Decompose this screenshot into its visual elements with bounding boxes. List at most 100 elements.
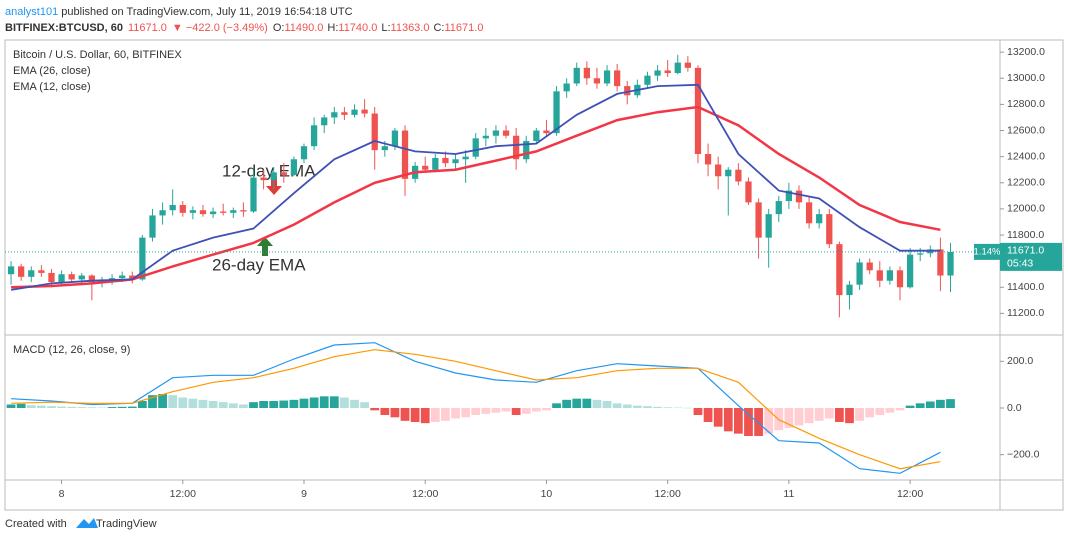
footer-brand[interactable]: TradingView [96, 518, 157, 530]
histogram-bar [319, 396, 329, 408]
histogram-bar [521, 408, 531, 414]
candle-body [381, 146, 388, 151]
histogram-bar [744, 408, 753, 436]
candle-body [422, 165, 429, 170]
candle-body [856, 262, 863, 285]
price-tag-change-box [974, 243, 1000, 260]
indicator-line [10, 83, 941, 291]
histogram-bar [905, 405, 915, 408]
candle-body [220, 211, 227, 213]
ema12-legend: EMA (12, close) [13, 81, 91, 93]
candle-body [78, 275, 85, 280]
histogram-bar [188, 398, 198, 408]
arrow-up [257, 237, 273, 256]
histogram-bar [16, 403, 26, 408]
candle-body [189, 210, 197, 213]
candle-body [735, 169, 742, 182]
candle-body [694, 67, 702, 155]
y-tick-label: 13000.0 [1007, 72, 1045, 84]
candle-body [129, 275, 136, 280]
candle-body [876, 270, 883, 281]
candle-body [38, 270, 45, 273]
histogram-bar [643, 406, 652, 408]
histogram-bar [400, 408, 410, 421]
candle-body [290, 159, 298, 175]
y-tick-label: 12400.0 [1007, 150, 1045, 162]
main-legend: Bitcoin / U.S. Dollar, 60, BITFINEX [13, 49, 182, 61]
ohlc-o: O: [273, 22, 285, 34]
y-tick-label: 12600.0 [1007, 124, 1045, 136]
indicator-line [11, 105, 941, 289]
histogram-bar [137, 401, 147, 408]
histogram-bar [410, 408, 420, 422]
candle-body [341, 112, 348, 115]
candle-body [816, 214, 823, 224]
histogram-bar [329, 396, 339, 408]
candle-body [452, 159, 459, 164]
y-tick-label: 0.0 [1007, 402, 1022, 414]
candle-body [179, 204, 186, 213]
candle-body [553, 91, 560, 134]
candle-body [573, 67, 580, 84]
ohlc-c: C: [433, 22, 444, 34]
histogram-bar [683, 407, 693, 409]
candle-body [654, 70, 661, 76]
histogram-bar [845, 408, 854, 424]
price-tag-price: 11671.0 [1007, 245, 1044, 257]
candle-body [58, 274, 65, 283]
histogram-bar [289, 399, 299, 408]
ohlc-o-val: 11490.0 [284, 22, 323, 34]
histogram-bar [733, 408, 743, 434]
histogram-bar [178, 397, 188, 408]
histogram-bar [6, 404, 16, 408]
candle-body [755, 202, 762, 238]
candle-body [68, 274, 75, 280]
y-tick-label: 11400.0 [1007, 281, 1044, 293]
price-tag-countdown: 05:43 [1007, 258, 1033, 270]
price-tag-box [1000, 242, 1062, 271]
histogram-bar [380, 408, 390, 415]
ema26-legend: EMA (26, close) [13, 65, 91, 77]
x-tick-label: 12:00 [655, 488, 681, 500]
candle-body [108, 278, 116, 280]
histogram-bar [107, 407, 117, 408]
y-tick-label: 11200.0 [1007, 307, 1044, 319]
y-tick-label: 200.0 [1007, 355, 1033, 367]
candle-body [805, 202, 813, 224]
candle-body [260, 177, 267, 181]
candle-body [7, 266, 15, 275]
candle-body [240, 210, 247, 212]
symbol: BITFINEX:BTCUSD, 60 [5, 22, 123, 34]
candle-body [250, 177, 257, 212]
ohlc-h-val: 11740.0 [338, 22, 377, 34]
histogram-bar [835, 408, 844, 422]
annotation: 26-day EMA [212, 255, 306, 274]
x-tick-label: 9 [301, 488, 307, 500]
histogram-bar [663, 407, 673, 408]
histogram-bar [47, 406, 56, 408]
candle-body [492, 130, 500, 136]
histogram-bar [946, 399, 955, 408]
histogram-bar [764, 408, 774, 434]
histogram-bar [824, 408, 834, 419]
candle-body [391, 130, 399, 147]
histogram-bar [592, 399, 602, 408]
candle-body [765, 214, 772, 238]
candle-body [472, 138, 479, 157]
candle-body [159, 210, 166, 216]
candle-body [836, 244, 843, 296]
candle-body [321, 117, 328, 126]
author[interactable]: analyst101 [5, 6, 58, 18]
x-tick-label: 12:00 [170, 488, 196, 500]
histogram-bar [784, 408, 794, 428]
candle-body [230, 210, 237, 213]
candle-body [543, 130, 550, 134]
published: published on TradingView.com, July 11, 2… [58, 6, 352, 18]
histogram-bar [723, 408, 733, 432]
histogram-bar [531, 408, 541, 412]
histogram-bar [279, 400, 289, 408]
candle-body [482, 135, 489, 139]
ohlc-l: L: [381, 22, 390, 34]
candle-body [48, 272, 55, 283]
